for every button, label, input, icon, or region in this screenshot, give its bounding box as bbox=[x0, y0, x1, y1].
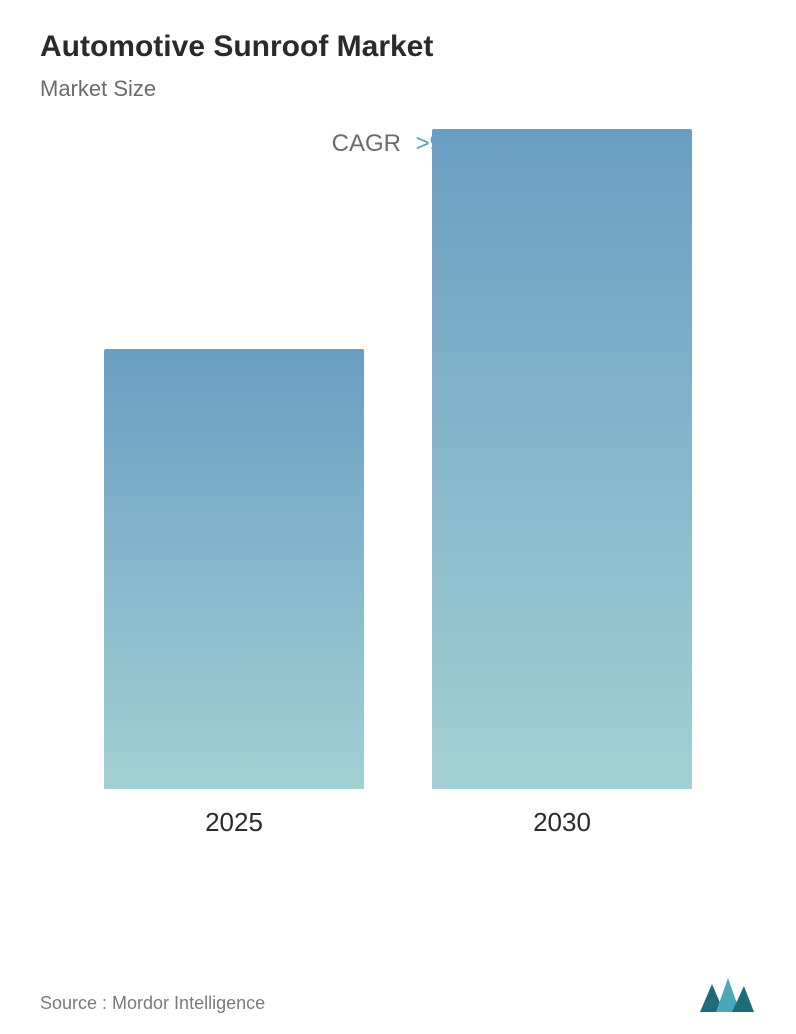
bar bbox=[104, 349, 364, 789]
brand-logo-icon bbox=[698, 976, 756, 1014]
bar-group: 2030 bbox=[432, 129, 692, 838]
bars-container: 2025 2030 bbox=[40, 178, 756, 838]
chart-area: 2025 2030 bbox=[40, 178, 756, 878]
bar-label: 2025 bbox=[205, 807, 263, 838]
bar bbox=[432, 129, 692, 789]
cagr-label: CAGR bbox=[332, 130, 401, 157]
bar-label: 2030 bbox=[533, 807, 591, 838]
source-text: Source : Mordor Intelligence bbox=[40, 993, 265, 1014]
chart-title: Automotive Sunroof Market bbox=[40, 30, 756, 64]
footer: Source : Mordor Intelligence bbox=[40, 976, 756, 1014]
bar-group: 2025 bbox=[104, 349, 364, 838]
chart-subtitle: Market Size bbox=[40, 76, 756, 102]
